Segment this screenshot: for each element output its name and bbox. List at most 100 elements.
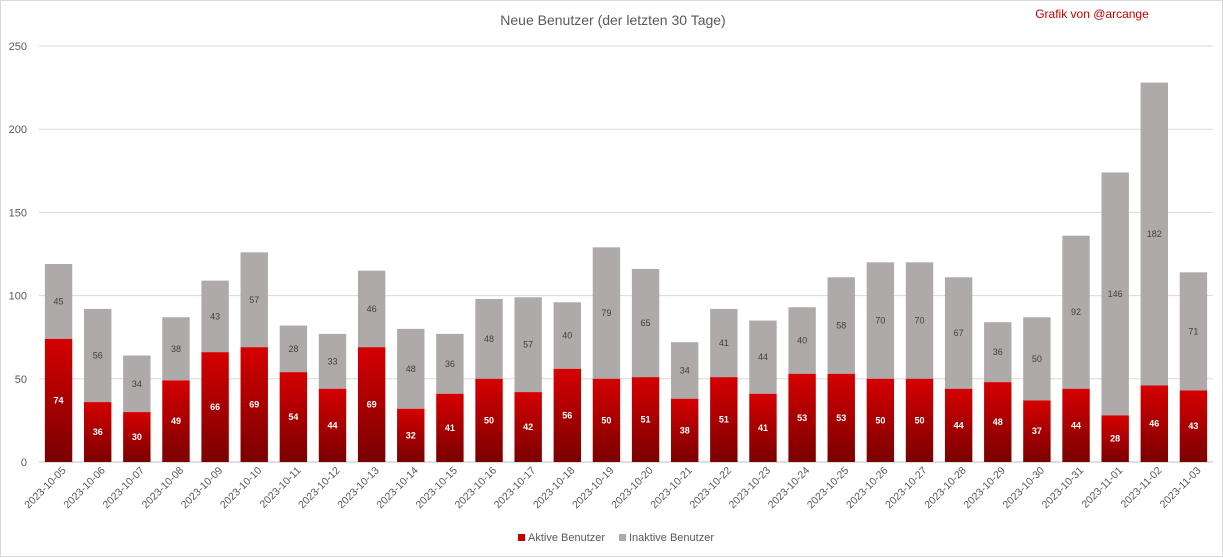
- bar-aktive: [514, 392, 542, 462]
- data-label-inaktive: 34: [680, 365, 690, 375]
- data-label-aktive: 54: [288, 412, 298, 422]
- x-tick-label: 2023-11-03: [1158, 465, 1204, 511]
- data-label-inaktive: 67: [954, 328, 964, 338]
- bar-inaktive: [279, 325, 308, 373]
- bar-inaktive: [1062, 235, 1090, 389]
- bar-inaktive: [749, 320, 777, 394]
- data-label-aktive: 50: [484, 415, 494, 425]
- data-label-aktive: 53: [797, 413, 807, 423]
- data-label-inaktive: 34: [132, 379, 142, 389]
- data-label-aktive: 41: [445, 423, 455, 433]
- data-label-inaktive: 79: [601, 308, 611, 318]
- data-label-inaktive: 57: [249, 295, 259, 305]
- bar-inaktive: [866, 262, 895, 379]
- bar-inaktive: [1140, 82, 1168, 386]
- bar-aktive: [944, 388, 973, 462]
- data-label-aktive: 50: [914, 415, 924, 425]
- bar-aktive: [1023, 400, 1051, 462]
- bar-aktive: [397, 408, 425, 462]
- bar-inaktive: [984, 322, 1012, 383]
- data-label-inaktive: 33: [327, 356, 337, 366]
- y-tick-label: 50: [15, 374, 27, 386]
- data-label-inaktive: 92: [1071, 307, 1081, 317]
- bar-inaktive: [397, 328, 425, 409]
- data-label-aktive: 69: [367, 400, 377, 410]
- x-tick-label: 2023-10-10: [218, 465, 265, 512]
- data-label-aktive: 37: [1032, 426, 1042, 436]
- data-label-aktive: 49: [171, 416, 181, 426]
- bar-aktive: [279, 372, 308, 462]
- gridlines: [39, 45, 1213, 463]
- bar-inaktive: [710, 308, 738, 378]
- legend-label-inaktive: Inaktive Benutzer: [629, 532, 714, 544]
- legend-label-aktive: Aktive Benutzer: [528, 532, 605, 544]
- data-label-aktive: 43: [1188, 421, 1198, 431]
- y-tick-label: 150: [9, 207, 27, 219]
- data-label-aktive: 36: [93, 427, 103, 437]
- bar-aktive: [866, 378, 895, 462]
- y-tick-label: 0: [21, 457, 27, 469]
- bar-aktive: [592, 378, 621, 462]
- data-label-aktive: 51: [719, 415, 729, 425]
- bar-inaktive: [162, 317, 190, 381]
- bar-inaktive: [514, 297, 542, 393]
- data-label-aktive: 48: [993, 417, 1003, 427]
- data-label-aktive: 50: [601, 415, 611, 425]
- bar-inaktive: [944, 277, 973, 389]
- data-label-inaktive: 46: [367, 304, 377, 314]
- bar-inaktive: [123, 355, 151, 413]
- data-label-aktive: 41: [758, 423, 768, 433]
- data-label-inaktive: 36: [993, 347, 1003, 357]
- chart-title: Neue Benutzer (der letzten 30 Tage): [500, 12, 725, 28]
- data-label-aktive: 74: [54, 395, 64, 405]
- data-label-inaktive: 56: [93, 351, 103, 361]
- data-label-inaktive: 45: [54, 296, 64, 306]
- bar-aktive: [749, 393, 777, 462]
- bar-inaktive: [44, 263, 73, 339]
- data-label-aktive: 32: [406, 430, 416, 440]
- bar-inaktive: [1101, 172, 1129, 416]
- bar-aktive: [671, 398, 699, 462]
- bar-aktive: [631, 377, 660, 462]
- bar-aktive: [1062, 388, 1090, 462]
- x-tick-label: 2023-10-31: [1040, 465, 1087, 512]
- bar-aktive: [357, 347, 386, 462]
- y-axis: 0 50 100 150 200 250: [9, 41, 27, 469]
- data-label-inaktive: 70: [914, 316, 924, 326]
- bar-inaktive: [905, 262, 934, 379]
- data-label-aktive: 46: [1149, 419, 1159, 429]
- data-label-inaktive: 44: [758, 352, 768, 362]
- bar-aktive: [1140, 385, 1168, 462]
- bar-inaktive: [553, 302, 581, 369]
- data-label-inaktive: 50: [1032, 354, 1042, 364]
- bar-inaktive: [1179, 272, 1208, 391]
- bar-inaktive: [1023, 317, 1051, 401]
- x-tick-label: 2023-11-01: [1079, 465, 1125, 511]
- bar-aktive: [905, 378, 934, 462]
- data-label-inaktive: 146: [1108, 289, 1123, 299]
- bars: 74 45 36 56 30 34 49 38 66 43 69 57 54 28 44 33 69 46 32 48…: [44, 82, 1208, 462]
- data-label-aktive: 44: [954, 420, 964, 430]
- data-label-aktive: 38: [680, 425, 690, 435]
- bar-aktive: [475, 378, 503, 462]
- y-tick-label: 200: [9, 124, 27, 136]
- data-label-aktive: 42: [523, 422, 533, 432]
- bar-aktive: [1179, 390, 1208, 462]
- bar-inaktive: [788, 307, 816, 374]
- bar-inaktive: [592, 247, 621, 379]
- bar-aktive: [710, 377, 738, 462]
- data-label-inaktive: 65: [641, 318, 651, 328]
- y-tick-label: 250: [9, 41, 27, 53]
- data-label-inaktive: 40: [797, 336, 807, 346]
- data-label-aktive: 53: [836, 413, 846, 423]
- data-label-aktive: 28: [1110, 434, 1120, 444]
- bar-aktive: [984, 382, 1012, 462]
- bar-aktive: [240, 347, 268, 462]
- legend-swatch-aktive: [518, 534, 525, 541]
- legend: Aktive Benutzer Inaktive Benutzer: [518, 532, 714, 544]
- bar-inaktive: [84, 308, 112, 403]
- bar-aktive: [1101, 415, 1129, 462]
- bar-inaktive: [671, 342, 699, 399]
- bar-inaktive: [436, 333, 464, 394]
